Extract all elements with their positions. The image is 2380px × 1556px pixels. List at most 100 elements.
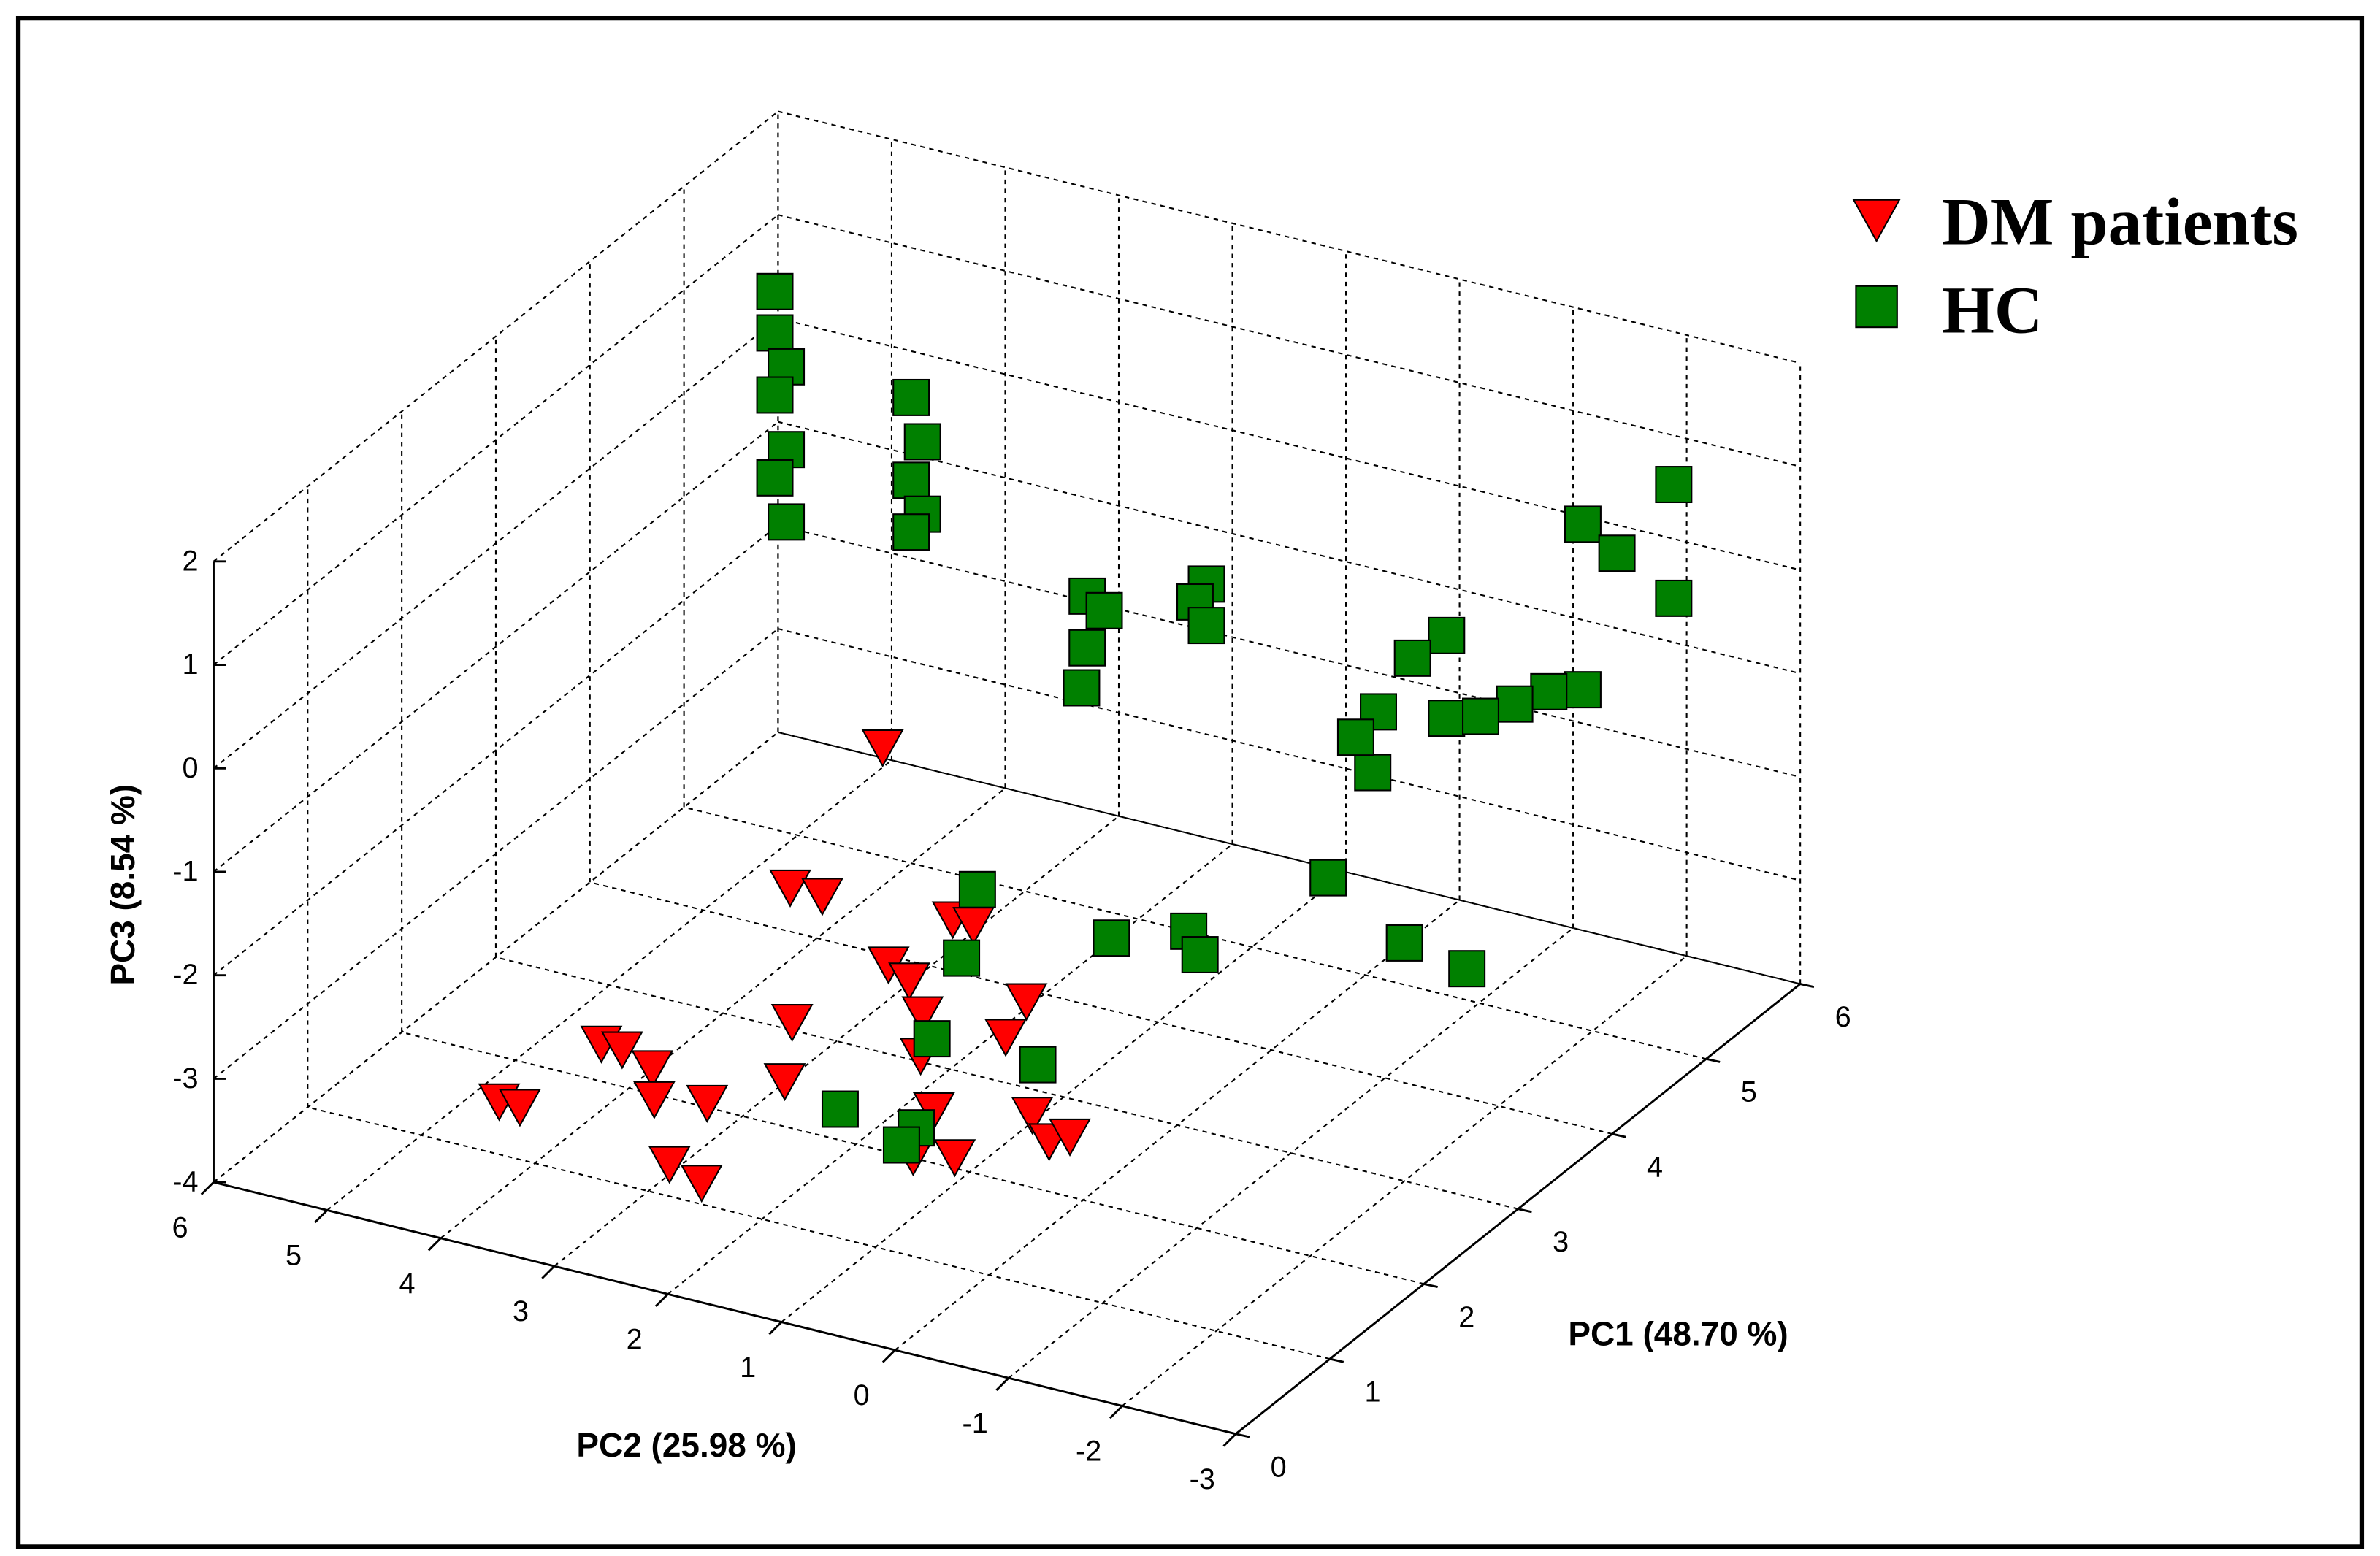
square-marker — [1393, 639, 1431, 677]
square-marker — [756, 376, 794, 414]
x-tick-label: 5 — [1741, 1076, 1757, 1108]
y-tick-label: 0 — [854, 1379, 870, 1411]
grid-line — [213, 732, 779, 1183]
x-tick-label: 6 — [1835, 1001, 1851, 1033]
z-tick-label: -2 — [172, 959, 198, 991]
triangle-marker — [632, 1081, 676, 1119]
legend: DM patients HC — [1852, 184, 2298, 347]
grid-line — [213, 524, 779, 976]
triangle-marker — [763, 1063, 806, 1102]
grid-line — [778, 214, 1801, 467]
square-marker — [756, 272, 794, 310]
y-tick — [541, 1265, 556, 1279]
grid-line — [778, 110, 1801, 364]
square-marker — [1068, 629, 1106, 667]
grid-line — [554, 815, 1120, 1267]
grid-line — [213, 628, 779, 1080]
y-tick-label: 5 — [286, 1240, 302, 1272]
triangle-marker — [498, 1089, 541, 1127]
square-marker — [892, 378, 930, 416]
square-marker — [1655, 466, 1693, 504]
grid-line — [307, 1106, 1331, 1360]
y-tick — [654, 1293, 669, 1308]
square-marker — [1448, 950, 1486, 988]
x-tick — [1518, 1208, 1532, 1214]
z-axis-title: PC3 (8.54 %) — [104, 784, 142, 986]
square-marker — [1428, 616, 1466, 654]
square-marker — [1336, 718, 1374, 756]
triangle-marker — [600, 1031, 643, 1070]
square-marker — [892, 513, 930, 551]
legend-label: HC — [1942, 272, 2043, 347]
y-tick-label: 2 — [627, 1324, 643, 1356]
grid-line — [326, 759, 892, 1211]
grid-line — [778, 628, 1801, 881]
y-tick — [1222, 1433, 1237, 1447]
z-tick-label: 1 — [183, 648, 199, 681]
square-marker — [1598, 534, 1636, 572]
square-marker — [1461, 697, 1499, 735]
y-axis — [213, 1181, 1236, 1436]
y-tick — [1109, 1405, 1123, 1419]
x-tick — [1799, 983, 1815, 989]
grid-line — [589, 881, 1612, 1135]
square-marker — [1063, 669, 1101, 707]
grid-line — [401, 1031, 1425, 1285]
square-marker — [1496, 685, 1534, 723]
grid-line — [778, 731, 1801, 985]
x-tick — [1423, 1282, 1438, 1288]
triangle-marker — [686, 1084, 729, 1123]
square-marker — [1530, 672, 1568, 710]
x-tick — [1329, 1357, 1344, 1363]
frame — [15, 15, 2365, 1549]
grid-line — [213, 421, 779, 873]
y-tick-label: 1 — [740, 1352, 756, 1384]
grid-line — [778, 421, 1801, 675]
z-tick-label: -4 — [172, 1166, 198, 1198]
grid-line — [778, 317, 1801, 571]
square-marker — [1385, 924, 1423, 962]
markers — [478, 272, 1693, 1203]
square-marker — [1655, 579, 1693, 617]
y-tick — [881, 1349, 896, 1363]
z-tick-label: 2 — [183, 545, 199, 577]
triangle-marker — [861, 729, 904, 768]
y-tick — [768, 1321, 783, 1335]
z-tick-label: -3 — [172, 1062, 198, 1095]
square-marker — [1093, 919, 1130, 957]
triangle-marker — [1011, 1097, 1054, 1135]
legend-marker — [1852, 199, 1901, 243]
grid-line — [1008, 927, 1574, 1379]
square-marker — [1564, 671, 1602, 709]
square-marker — [1019, 1046, 1057, 1084]
y-tick — [427, 1237, 442, 1252]
square-marker — [1564, 505, 1602, 543]
x-tick-label: 1 — [1364, 1376, 1380, 1409]
triangle-marker — [901, 996, 944, 1035]
x-tick-label: 3 — [1553, 1226, 1569, 1258]
square-marker — [1085, 591, 1123, 629]
grid-line — [778, 524, 1801, 778]
square-marker — [1354, 754, 1392, 792]
x-tick-label: 2 — [1458, 1301, 1474, 1333]
y-tick-label: 6 — [172, 1211, 188, 1243]
triangle-marker — [1049, 1118, 1091, 1157]
triangle-marker — [680, 1165, 723, 1203]
triangle-marker — [631, 1050, 674, 1089]
square-marker — [913, 1020, 951, 1058]
y-tick-label: -1 — [963, 1407, 988, 1439]
axes: -4 -3 -2 -1 0 1 2 -3 -2 -1 0 1 2 3 4 5 6 0 1 2 3 4 5 6 — [172, 545, 1851, 1495]
x-tick-label: 0 — [1271, 1451, 1287, 1483]
x-axis-title: PC1 (48.70 %) — [1568, 1315, 1788, 1353]
y-tick-label: -2 — [1076, 1436, 1101, 1468]
grid-line — [894, 899, 1461, 1351]
square-marker — [756, 314, 794, 352]
grid-line — [781, 871, 1347, 1323]
triangle-marker — [770, 1004, 814, 1043]
square-marker — [903, 423, 941, 461]
triangle-marker — [888, 962, 931, 1001]
grid-line — [213, 110, 779, 562]
grid-line — [684, 806, 1707, 1060]
